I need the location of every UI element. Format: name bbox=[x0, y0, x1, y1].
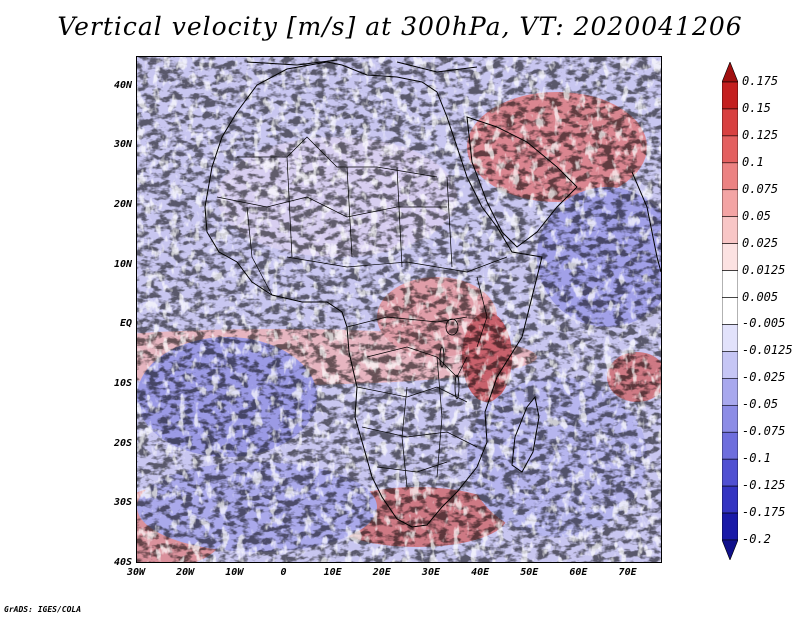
colorbar-label: 0.05 bbox=[742, 208, 771, 223]
colorbar-label: -0.125 bbox=[742, 478, 786, 493]
colorbar-label: -0.0125 bbox=[742, 343, 793, 358]
colorbar-segment bbox=[722, 378, 738, 406]
latitude-tick-label: 40N bbox=[113, 79, 132, 91]
colorbar-label: 0.025 bbox=[742, 235, 779, 250]
colorbar-label: 0.1 bbox=[742, 154, 764, 169]
field-texture-white bbox=[137, 57, 661, 562]
colorbar-segment bbox=[722, 108, 738, 137]
colorbar-segment bbox=[722, 485, 738, 514]
longitude-tick-label: 10W bbox=[225, 567, 244, 578]
longitude-tick-label: 10E bbox=[323, 567, 342, 578]
lakes bbox=[439, 318, 460, 400]
africa-coastline bbox=[204, 61, 543, 528]
arabia-coastline bbox=[466, 116, 578, 248]
colorbar-segment bbox=[722, 270, 738, 298]
colorbar-label: -0.025 bbox=[742, 370, 786, 385]
latitude-tick-label: EQ bbox=[119, 318, 132, 330]
country-borders bbox=[216, 136, 508, 488]
longitude-tick-label: 0 bbox=[280, 567, 287, 578]
colorbar-label: -0.175 bbox=[742, 505, 786, 520]
india-coastline bbox=[631, 171, 661, 273]
latitude-tick-label: 10N bbox=[113, 258, 132, 270]
colorbar-label: 0.075 bbox=[742, 181, 779, 196]
longitude-tick-label: 50E bbox=[520, 567, 539, 578]
latitude-tick-label: 40S bbox=[113, 557, 132, 568]
longitude-tick-label: 30E bbox=[421, 567, 440, 578]
coastlines bbox=[204, 59, 661, 528]
colorbar-label: -0.075 bbox=[742, 424, 786, 439]
europe-coastline bbox=[246, 59, 478, 73]
longitude-tick-label: 70E bbox=[618, 567, 637, 578]
longitude-tick-label: 30W bbox=[126, 567, 146, 578]
longitude-tick-label: 60E bbox=[569, 567, 588, 578]
longitude-tick-label: 20E bbox=[372, 567, 391, 578]
longitude-tick-label: 40E bbox=[471, 567, 490, 578]
colorbar-segment bbox=[722, 512, 738, 541]
colorbar-segment bbox=[722, 81, 738, 110]
latitude-tick-label: 30N bbox=[113, 139, 132, 151]
madagascar-coastline bbox=[511, 395, 540, 473]
latitude-tick-label: 30S bbox=[113, 497, 132, 509]
colorbar-segment bbox=[722, 189, 738, 218]
map-title: Vertical velocity [m/s] at 300hPa, VT: 2… bbox=[57, 12, 743, 41]
colorbar-segment bbox=[722, 458, 738, 487]
colorbar-segment bbox=[722, 243, 738, 271]
colorbar-segment bbox=[722, 297, 738, 325]
velocity-field-map bbox=[137, 57, 661, 562]
colorbar-segment bbox=[722, 324, 738, 352]
colorbar-label: 0.175 bbox=[742, 74, 779, 88]
colorbar-label: 0.15 bbox=[742, 100, 771, 115]
colorbar-segment bbox=[722, 162, 738, 191]
colorbar-segment bbox=[722, 62, 738, 83]
longitude-tick-label: 20W bbox=[176, 567, 195, 578]
colorbar-label: 0.125 bbox=[742, 127, 779, 142]
colorbar-label: -0.1 bbox=[742, 451, 771, 466]
colorbar-segment bbox=[722, 216, 738, 244]
colorbar-label: 0.0125 bbox=[742, 262, 786, 277]
colorbar-label: -0.005 bbox=[742, 316, 786, 331]
colorbar-label: 0.005 bbox=[742, 289, 779, 304]
latitude-tick-label: 10S bbox=[113, 378, 132, 390]
colorbar-segment bbox=[722, 431, 738, 460]
colorbar-segment bbox=[722, 351, 738, 379]
colorbar-label: -0.2 bbox=[742, 532, 771, 546]
colorbar bbox=[722, 62, 738, 560]
credit-footer: GrADS: IGES/COLA bbox=[4, 605, 82, 614]
latitude-tick-label: 20N bbox=[113, 199, 132, 211]
colorbar-segment bbox=[722, 404, 738, 433]
latitude-tick-label: 20S bbox=[113, 437, 132, 449]
colorbar-label: -0.05 bbox=[742, 397, 779, 412]
colorbar-segment bbox=[722, 135, 738, 164]
colorbar-segment bbox=[722, 539, 738, 560]
map-panel bbox=[136, 56, 662, 563]
